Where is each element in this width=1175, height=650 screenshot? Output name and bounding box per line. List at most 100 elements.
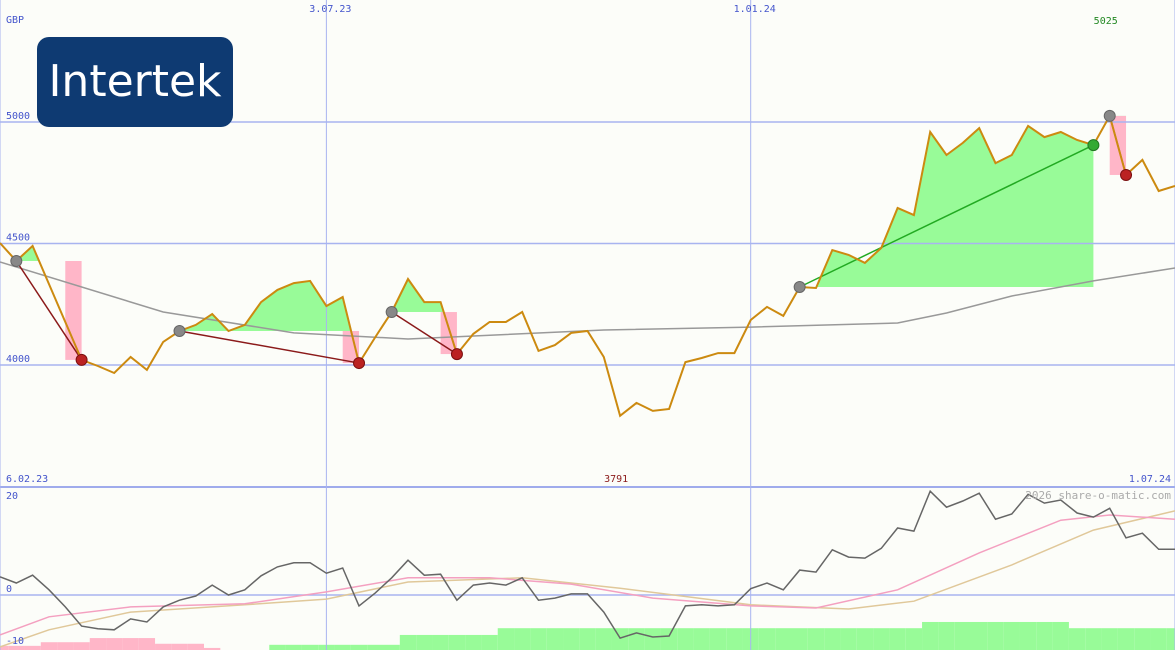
histogram-bar (546, 628, 564, 650)
histogram-bar (709, 628, 727, 650)
histogram-bar (579, 628, 596, 650)
histogram-bar (285, 644, 302, 650)
histogram-bar (383, 644, 400, 650)
histogram-bar (350, 644, 368, 650)
histogram-bar (726, 628, 743, 650)
entry-marker (385, 306, 398, 319)
credit: 2026 share-o-matic.com (1025, 489, 1171, 502)
histogram-bar (775, 628, 792, 650)
histogram-bar (269, 644, 286, 650)
histogram-bar (334, 644, 351, 650)
histogram-bar (1019, 621, 1037, 650)
trade-line (179, 330, 360, 364)
histogram-bar (954, 621, 972, 650)
histogram-bar (758, 628, 776, 650)
entry-marker (10, 254, 23, 267)
entry-marker (173, 324, 186, 337)
exit-marker (75, 353, 88, 366)
histogram-bar (301, 644, 319, 650)
logo-text: Intertek (48, 56, 222, 107)
histogram-bar (203, 647, 221, 650)
histogram-bar (791, 628, 808, 650)
histogram-bar (497, 628, 515, 650)
histogram-bar (595, 628, 612, 650)
histogram-bar (1003, 621, 1020, 650)
histogram-bar (530, 628, 547, 650)
histogram-bar (889, 628, 906, 650)
histogram-bar (171, 643, 188, 650)
trade-gain-area (179, 280, 352, 331)
logo-box (37, 37, 233, 127)
x-tick-label: 1.07.24 (1129, 474, 1171, 485)
trade-loss-bar (342, 330, 360, 364)
histogram-bar (1085, 628, 1102, 650)
histogram-bar (1052, 621, 1069, 650)
histogram-bar (1166, 628, 1175, 650)
histogram-bar (1117, 628, 1135, 650)
histogram-bar (971, 621, 988, 650)
trade-gain-area (816, 125, 1094, 287)
entry-marker (1103, 109, 1116, 122)
exit-marker (1120, 168, 1133, 181)
y-tick-label: 5000 (6, 111, 30, 122)
histogram-bar (465, 634, 482, 650)
histogram-bar (1101, 628, 1118, 650)
y-tick-label: 4500 (6, 233, 30, 244)
histogram-bar (187, 643, 204, 650)
y-tick-label: 4000 (6, 354, 30, 365)
min-label: 3791 (604, 474, 628, 485)
currency-label: GBP (6, 15, 24, 26)
histogram-bar (1068, 628, 1086, 650)
exit-marker (450, 348, 463, 361)
histogram-bar (563, 628, 580, 650)
histogram-bar (399, 634, 417, 650)
trade-line (15, 260, 83, 361)
histogram-bar (677, 628, 694, 650)
max-label: 5025 (1094, 16, 1118, 27)
price-line (0, 113, 1175, 418)
histogram-bar (873, 628, 890, 650)
histogram-bar (938, 621, 955, 650)
histogram-bar (611, 628, 629, 650)
trade-loss-bar (65, 260, 82, 360)
slow-line (0, 510, 1175, 648)
histogram-bar (24, 645, 41, 650)
histogram-bar (660, 628, 678, 650)
histogram-bar (905, 628, 923, 650)
histogram-bar (73, 642, 90, 650)
fast-line (0, 514, 1175, 636)
histogram-bar (138, 638, 156, 650)
y-tick-label: 20 (6, 491, 18, 502)
x-tick-label: 1.01.24 (734, 4, 776, 15)
histogram-bar (807, 628, 825, 650)
histogram-bar (922, 621, 939, 650)
histogram-bar (367, 644, 384, 650)
x-tick-label: 6.02.23 (6, 474, 48, 485)
histogram-bar (987, 621, 1004, 650)
histogram-bar (106, 638, 123, 650)
exit-marker (353, 357, 366, 370)
histogram-bar (644, 628, 661, 650)
histogram-bar (122, 638, 139, 650)
trade-line (799, 144, 1094, 288)
moving-average-line (0, 261, 1175, 340)
histogram-bar (1036, 621, 1053, 650)
histogram-bar (481, 634, 498, 650)
histogram-bar (840, 628, 857, 650)
oscillator-line (0, 489, 1175, 639)
y-tick-label: 0 (6, 584, 12, 595)
histogram-bar (1134, 628, 1151, 650)
histogram-bar (856, 628, 874, 650)
histogram-bar (514, 628, 531, 650)
histogram-bar (8, 645, 25, 650)
x-tick-label: 3.07.23 (309, 4, 351, 15)
y-tick-label: -10 (6, 636, 24, 647)
histogram-bar (155, 643, 172, 650)
histogram-bar (416, 634, 433, 650)
histogram-bar (89, 638, 107, 650)
histogram-bar (57, 642, 74, 650)
histogram-bar (432, 634, 449, 650)
histogram-bar (40, 642, 58, 650)
histogram-bar (693, 628, 710, 650)
